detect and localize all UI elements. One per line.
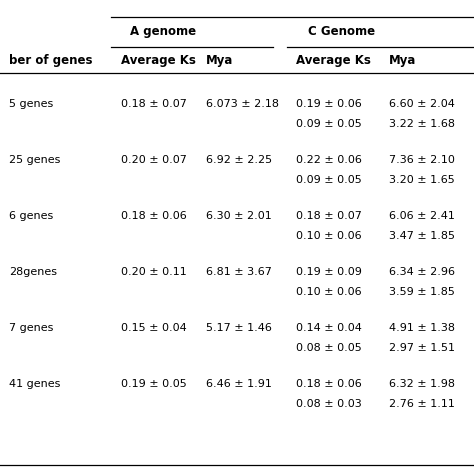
Text: 6.92 ± 2.25: 6.92 ± 2.25 xyxy=(206,155,273,165)
Text: 41 genes: 41 genes xyxy=(9,379,61,389)
Text: 3.22 ± 1.68: 3.22 ± 1.68 xyxy=(389,119,455,129)
Text: 4.91 ± 1.38: 4.91 ± 1.38 xyxy=(389,323,455,333)
Text: 0.18 ± 0.07: 0.18 ± 0.07 xyxy=(296,211,362,221)
Text: 6.60 ± 2.04: 6.60 ± 2.04 xyxy=(389,99,455,109)
Text: 3.47 ± 1.85: 3.47 ± 1.85 xyxy=(389,231,455,241)
Text: 6 genes: 6 genes xyxy=(9,211,54,221)
Text: 28genes: 28genes xyxy=(9,267,57,277)
Text: 0.19 ± 0.05: 0.19 ± 0.05 xyxy=(121,379,187,389)
Text: ber of genes: ber of genes xyxy=(9,54,93,67)
Text: 0.10 ± 0.06: 0.10 ± 0.06 xyxy=(296,287,362,297)
Text: 0.22 ± 0.06: 0.22 ± 0.06 xyxy=(296,155,362,165)
Text: 3.20 ± 1.65: 3.20 ± 1.65 xyxy=(389,175,455,185)
Text: A genome: A genome xyxy=(130,26,197,38)
Text: 5 genes: 5 genes xyxy=(9,99,54,109)
Text: 6.46 ± 1.91: 6.46 ± 1.91 xyxy=(206,379,272,389)
Text: 0.08 ± 0.05: 0.08 ± 0.05 xyxy=(296,343,362,353)
Text: 6.32 ± 1.98: 6.32 ± 1.98 xyxy=(389,379,455,389)
Text: 0.20 ± 0.07: 0.20 ± 0.07 xyxy=(121,155,187,165)
Text: 0.15 ± 0.04: 0.15 ± 0.04 xyxy=(121,323,187,333)
Text: 0.09 ± 0.05: 0.09 ± 0.05 xyxy=(296,119,362,129)
Text: Mya: Mya xyxy=(389,54,416,67)
Text: C Genome: C Genome xyxy=(308,26,375,38)
Text: 25 genes: 25 genes xyxy=(9,155,61,165)
Text: 0.19 ± 0.09: 0.19 ± 0.09 xyxy=(296,267,362,277)
Text: 2.76 ± 1.11: 2.76 ± 1.11 xyxy=(389,399,455,409)
Text: 7.36 ± 2.10: 7.36 ± 2.10 xyxy=(389,155,455,165)
Text: 6.073 ± 2.18: 6.073 ± 2.18 xyxy=(206,99,279,109)
Text: 0.18 ± 0.06: 0.18 ± 0.06 xyxy=(121,211,187,221)
Text: 7 genes: 7 genes xyxy=(9,323,54,333)
Text: Mya: Mya xyxy=(206,54,234,67)
Text: 3.59 ± 1.85: 3.59 ± 1.85 xyxy=(389,287,455,297)
Text: 0.10 ± 0.06: 0.10 ± 0.06 xyxy=(296,231,362,241)
Text: 0.09 ± 0.05: 0.09 ± 0.05 xyxy=(296,175,362,185)
Text: 6.81 ± 3.67: 6.81 ± 3.67 xyxy=(206,267,272,277)
Text: 0.19 ± 0.06: 0.19 ± 0.06 xyxy=(296,99,362,109)
Text: 0.08 ± 0.03: 0.08 ± 0.03 xyxy=(296,399,362,409)
Text: 5.17 ± 1.46: 5.17 ± 1.46 xyxy=(206,323,272,333)
Text: 0.20 ± 0.11: 0.20 ± 0.11 xyxy=(121,267,187,277)
Text: 0.18 ± 0.06: 0.18 ± 0.06 xyxy=(296,379,362,389)
Text: 0.18 ± 0.07: 0.18 ± 0.07 xyxy=(121,99,187,109)
Text: 0.14 ± 0.04: 0.14 ± 0.04 xyxy=(296,323,362,333)
Text: Average Ks: Average Ks xyxy=(296,54,371,67)
Text: 2.97 ± 1.51: 2.97 ± 1.51 xyxy=(389,343,455,353)
Text: 6.34 ± 2.96: 6.34 ± 2.96 xyxy=(389,267,455,277)
Text: 6.06 ± 2.41: 6.06 ± 2.41 xyxy=(389,211,455,221)
Text: Average Ks: Average Ks xyxy=(121,54,196,67)
Text: 6.30 ± 2.01: 6.30 ± 2.01 xyxy=(206,211,272,221)
